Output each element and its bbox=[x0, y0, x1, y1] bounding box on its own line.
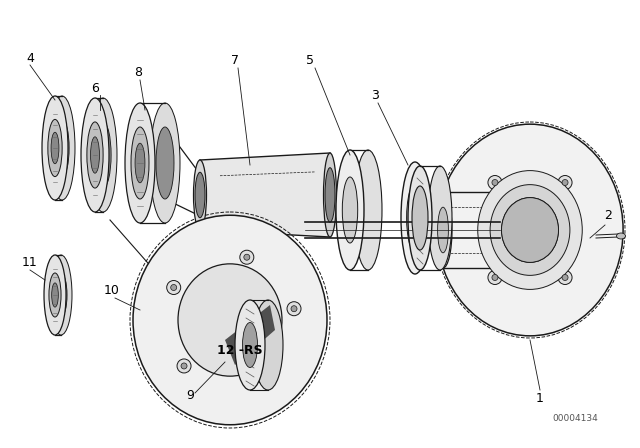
Text: 10: 10 bbox=[104, 284, 120, 297]
Ellipse shape bbox=[342, 177, 358, 243]
Ellipse shape bbox=[244, 254, 250, 260]
Ellipse shape bbox=[44, 255, 66, 335]
Ellipse shape bbox=[243, 323, 257, 367]
Text: 2: 2 bbox=[604, 208, 612, 221]
Text: 7: 7 bbox=[231, 53, 239, 66]
Ellipse shape bbox=[48, 120, 62, 177]
Ellipse shape bbox=[135, 143, 145, 183]
Ellipse shape bbox=[616, 233, 625, 239]
Polygon shape bbox=[200, 153, 330, 237]
Ellipse shape bbox=[195, 172, 205, 218]
Text: 9: 9 bbox=[186, 388, 194, 401]
Ellipse shape bbox=[255, 369, 269, 383]
Ellipse shape bbox=[490, 185, 570, 276]
Ellipse shape bbox=[492, 180, 498, 185]
Ellipse shape bbox=[562, 275, 568, 280]
Ellipse shape bbox=[502, 198, 559, 263]
Ellipse shape bbox=[558, 271, 572, 284]
Ellipse shape bbox=[412, 186, 428, 250]
Ellipse shape bbox=[434, 192, 452, 268]
Ellipse shape bbox=[166, 280, 180, 294]
Ellipse shape bbox=[177, 359, 191, 373]
Ellipse shape bbox=[49, 96, 75, 200]
Ellipse shape bbox=[171, 284, 177, 290]
Ellipse shape bbox=[131, 127, 149, 199]
Ellipse shape bbox=[488, 271, 502, 284]
Ellipse shape bbox=[253, 300, 283, 390]
Ellipse shape bbox=[89, 98, 117, 212]
Ellipse shape bbox=[336, 150, 364, 270]
Ellipse shape bbox=[49, 273, 61, 317]
Polygon shape bbox=[225, 305, 275, 365]
Ellipse shape bbox=[325, 168, 335, 222]
Ellipse shape bbox=[52, 283, 58, 307]
Ellipse shape bbox=[287, 302, 301, 316]
Ellipse shape bbox=[50, 255, 72, 335]
Ellipse shape bbox=[51, 132, 59, 164]
Ellipse shape bbox=[438, 207, 449, 253]
Ellipse shape bbox=[235, 300, 265, 390]
Ellipse shape bbox=[502, 198, 559, 263]
Ellipse shape bbox=[87, 122, 103, 188]
Ellipse shape bbox=[90, 137, 99, 173]
Ellipse shape bbox=[259, 373, 266, 379]
Ellipse shape bbox=[428, 166, 452, 270]
Ellipse shape bbox=[95, 122, 111, 188]
Text: 12 -RS: 12 -RS bbox=[217, 344, 263, 357]
Ellipse shape bbox=[181, 363, 187, 369]
Text: 00004134: 00004134 bbox=[552, 414, 598, 422]
Ellipse shape bbox=[125, 103, 155, 223]
Ellipse shape bbox=[178, 264, 282, 376]
Ellipse shape bbox=[240, 250, 254, 264]
Text: 5: 5 bbox=[306, 53, 314, 66]
Ellipse shape bbox=[55, 120, 69, 177]
Text: 6: 6 bbox=[91, 82, 99, 95]
Ellipse shape bbox=[437, 124, 623, 336]
Ellipse shape bbox=[55, 273, 67, 317]
Ellipse shape bbox=[401, 162, 429, 274]
Text: 11: 11 bbox=[22, 255, 38, 268]
Text: 8: 8 bbox=[134, 65, 142, 78]
Ellipse shape bbox=[156, 127, 174, 199]
Ellipse shape bbox=[42, 96, 68, 200]
Ellipse shape bbox=[133, 215, 327, 425]
Text: 4: 4 bbox=[26, 52, 34, 65]
Ellipse shape bbox=[406, 185, 424, 252]
Ellipse shape bbox=[150, 103, 180, 223]
Ellipse shape bbox=[354, 150, 382, 270]
Ellipse shape bbox=[81, 98, 109, 212]
Ellipse shape bbox=[477, 171, 582, 289]
Ellipse shape bbox=[488, 176, 502, 190]
Ellipse shape bbox=[408, 166, 432, 270]
Ellipse shape bbox=[193, 160, 207, 230]
Ellipse shape bbox=[323, 153, 337, 237]
Ellipse shape bbox=[562, 180, 568, 185]
Ellipse shape bbox=[558, 176, 572, 190]
Text: 1: 1 bbox=[536, 392, 544, 405]
Ellipse shape bbox=[492, 275, 498, 280]
Ellipse shape bbox=[291, 306, 297, 312]
Text: 3: 3 bbox=[371, 89, 379, 102]
